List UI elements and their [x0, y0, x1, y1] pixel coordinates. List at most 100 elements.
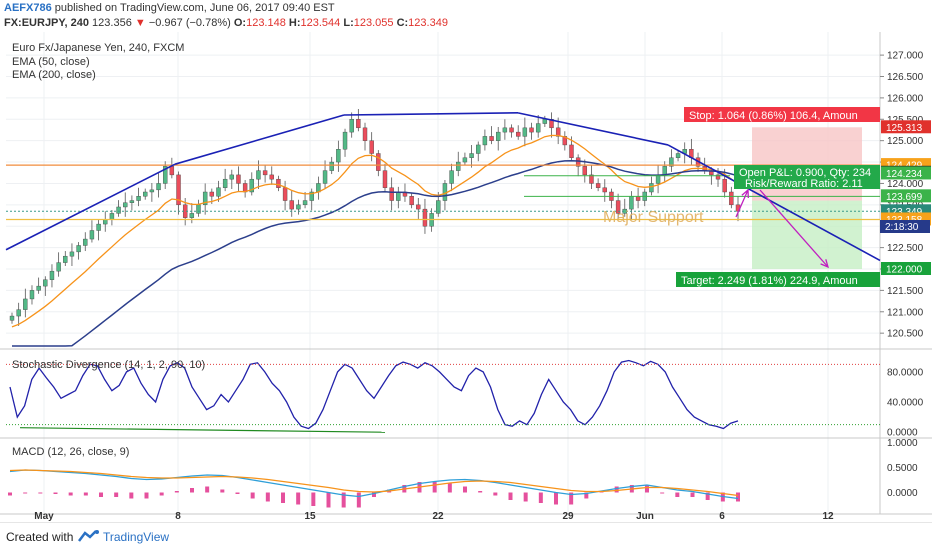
macd-histogram-bar [220, 489, 225, 493]
macd-histogram-bar [493, 492, 498, 496]
price-label-text: 124.234 [886, 169, 923, 180]
x-tick-label: 8 [175, 511, 181, 522]
candle-body [635, 196, 641, 201]
stop-label: Stop: 1.064 (0.86%) 106.4, Amoun [689, 110, 858, 122]
candle-body [369, 140, 374, 154]
candle-body [529, 127, 534, 133]
candle-body [43, 279, 48, 287]
macd-histogram-bar [523, 492, 528, 502]
stoch-tick-label: 0.0000 [887, 428, 918, 439]
candle-body [396, 191, 401, 201]
position-zones [752, 127, 862, 269]
macd-histogram-bar [432, 482, 437, 493]
candle-body [249, 178, 254, 193]
macd-legend[interactable]: MACD (12, 26, close, 9) [12, 446, 129, 458]
candle-body [136, 196, 141, 201]
candle-body [329, 161, 334, 171]
annotations [5, 112, 881, 433]
y-tick-label: 127.000 [887, 51, 924, 62]
countdown-badge: 2:18:30 [880, 220, 930, 233]
grid [6, 32, 880, 514]
risk-reward-label: Risk/Reward Ratio: 2.11 [745, 178, 863, 190]
candle-body [649, 183, 654, 193]
candle-body [349, 119, 354, 133]
macd-histogram-bar [508, 492, 513, 500]
candle-body [56, 262, 61, 272]
candle-body [476, 144, 481, 154]
stoch-line [9, 359, 739, 430]
macd-histogram-bar [645, 485, 649, 493]
stoch-divergence-line [19, 427, 386, 433]
candle-body [63, 255, 68, 263]
candle-body [196, 204, 201, 214]
y-tick-label: 124.000 [887, 179, 924, 190]
candle-body [169, 166, 175, 176]
macd-histogram-bar [675, 492, 680, 497]
candle-body [382, 170, 388, 188]
x-tick-label: 29 [562, 511, 574, 522]
candle-body [29, 290, 35, 300]
candle-body [96, 223, 101, 231]
candle-body [389, 187, 394, 201]
macd-histogram-bar [190, 488, 194, 493]
x-tick-label: 12 [822, 511, 834, 522]
macd-line [9, 469, 739, 500]
macd-histogram-bar [144, 492, 149, 499]
open-value: 123.148 [246, 17, 286, 29]
candle-body [482, 136, 488, 146]
candle-body [36, 285, 41, 291]
candle-body [69, 251, 75, 257]
x-tick-label: 6 [719, 511, 725, 522]
candle-body [722, 178, 727, 193]
macd-histogram-bar [68, 492, 73, 496]
stoch-legend[interactable]: Stochastic Divergence (14, 1, 2, 90, 10) [12, 359, 205, 371]
ema50-legend[interactable]: EMA (50, close) [12, 56, 90, 68]
stop-box[interactable]: Stop: 1.064 (0.86%) 106.4, Amoun [684, 107, 880, 122]
candle-body [615, 200, 621, 214]
macd-histogram-bar [83, 492, 88, 496]
symbol-title: Euro Fx/Japanese Yen, 240, FXCM [12, 42, 184, 54]
macd-histogram-bar [478, 491, 483, 493]
candle-body [496, 131, 501, 141]
high-label: H: [288, 17, 301, 29]
candle-body [449, 170, 454, 184]
candle-body [123, 202, 128, 208]
macd-tick-label: 0.5000 [887, 463, 918, 474]
candle-body [129, 200, 135, 203]
macd-histogram-bar [372, 492, 376, 497]
price-label-badge [881, 189, 931, 203]
candle-body [229, 174, 234, 180]
macd-histogram-bar [584, 492, 589, 499]
ema200-legend[interactable]: EMA (200, close) [12, 69, 96, 81]
candle-body [202, 191, 208, 206]
signal-line [9, 469, 739, 497]
price-label-text: 122.000 [886, 265, 923, 276]
trendline [174, 114, 345, 165]
low-label: L: [343, 17, 354, 29]
countdown-label: 2:18:30 [885, 222, 919, 233]
candle-body [322, 170, 328, 184]
published-text: published on TradingView.com, June 06, 2… [54, 2, 335, 14]
macd-histogram-bar [296, 492, 301, 505]
candle-body [49, 270, 55, 280]
candle-body [575, 157, 581, 167]
pnl-label: Open P&L: 0.900, Qty: 234 [739, 167, 871, 179]
candle-body [522, 127, 528, 137]
symbol-label[interactable]: FX:EURJPY, 240 [4, 17, 89, 29]
candle-body [662, 166, 667, 176]
pnl-box[interactable]: Open P&L: 0.900, Qty: 234 Risk/Reward Ra… [734, 165, 880, 190]
candle-body [236, 174, 241, 184]
price-label-badge [881, 262, 931, 275]
candle-body [342, 131, 348, 150]
candle-body [376, 153, 381, 171]
chart-area[interactable]: May 8 15 22 29 Jun 6 12 120.500 121.000 121.500 122… [0, 32, 932, 522]
candle-body [602, 187, 607, 193]
target-box[interactable]: Target: 2.249 (1.81%) 224.9, Amoun [676, 272, 880, 287]
macd-histogram-bar [705, 492, 710, 500]
candle-body [516, 131, 521, 137]
price-label-text: 123.699 [886, 192, 923, 203]
candle-body [489, 136, 494, 141]
author-name[interactable]: AEFX786 [4, 2, 52, 14]
tradingview-brand[interactable]: TradingView [103, 530, 170, 544]
x-tick-label: May [34, 511, 54, 522]
